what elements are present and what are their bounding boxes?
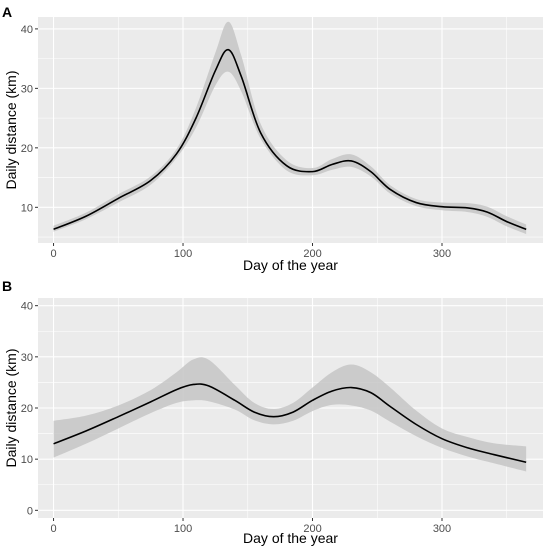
x-tick-label: 200 [303, 523, 321, 535]
y-tick-label: 30 [21, 352, 33, 364]
x-axis-title: Day of the year [243, 257, 338, 273]
y-tick-label: 0 [27, 505, 33, 517]
y-tick-label: 20 [21, 403, 33, 415]
y-tick-label: 40 [21, 301, 33, 313]
x-tick-label: 0 [50, 248, 56, 260]
y-axis-title: Daily distance (km) [3, 348, 19, 467]
x-tick-label: 100 [174, 523, 192, 535]
y-tick-label: 30 [21, 83, 33, 95]
confidence-band [53, 357, 527, 472]
x-tick-label: 200 [303, 248, 321, 260]
fitted-line [53, 48, 527, 231]
panel-tag: B [2, 278, 12, 294]
fitted-line [53, 383, 527, 464]
x-tick-label: 300 [433, 523, 451, 535]
x-tick-label: 0 [50, 523, 56, 535]
panel-a: 0 100 200 300 10 20 30 40 Day of the year Daily d… [2, 4, 543, 273]
panel-b: 0 100 200 300 0 10 20 30 40 Day of the year Daily … [2, 278, 543, 546]
x-tick-label: 100 [174, 248, 192, 260]
panel-tag: A [2, 4, 12, 20]
y-tick-label: 10 [21, 454, 33, 466]
confidence-band [53, 21, 527, 235]
x-tick-label: 300 [433, 248, 451, 260]
x-axis-title: Day of the year [243, 530, 338, 546]
y-tick-label: 10 [21, 202, 33, 214]
y-tick-label: 20 [21, 143, 33, 155]
y-tick-label: 40 [21, 24, 33, 36]
y-axis-title: Daily distance (km) [3, 70, 19, 189]
